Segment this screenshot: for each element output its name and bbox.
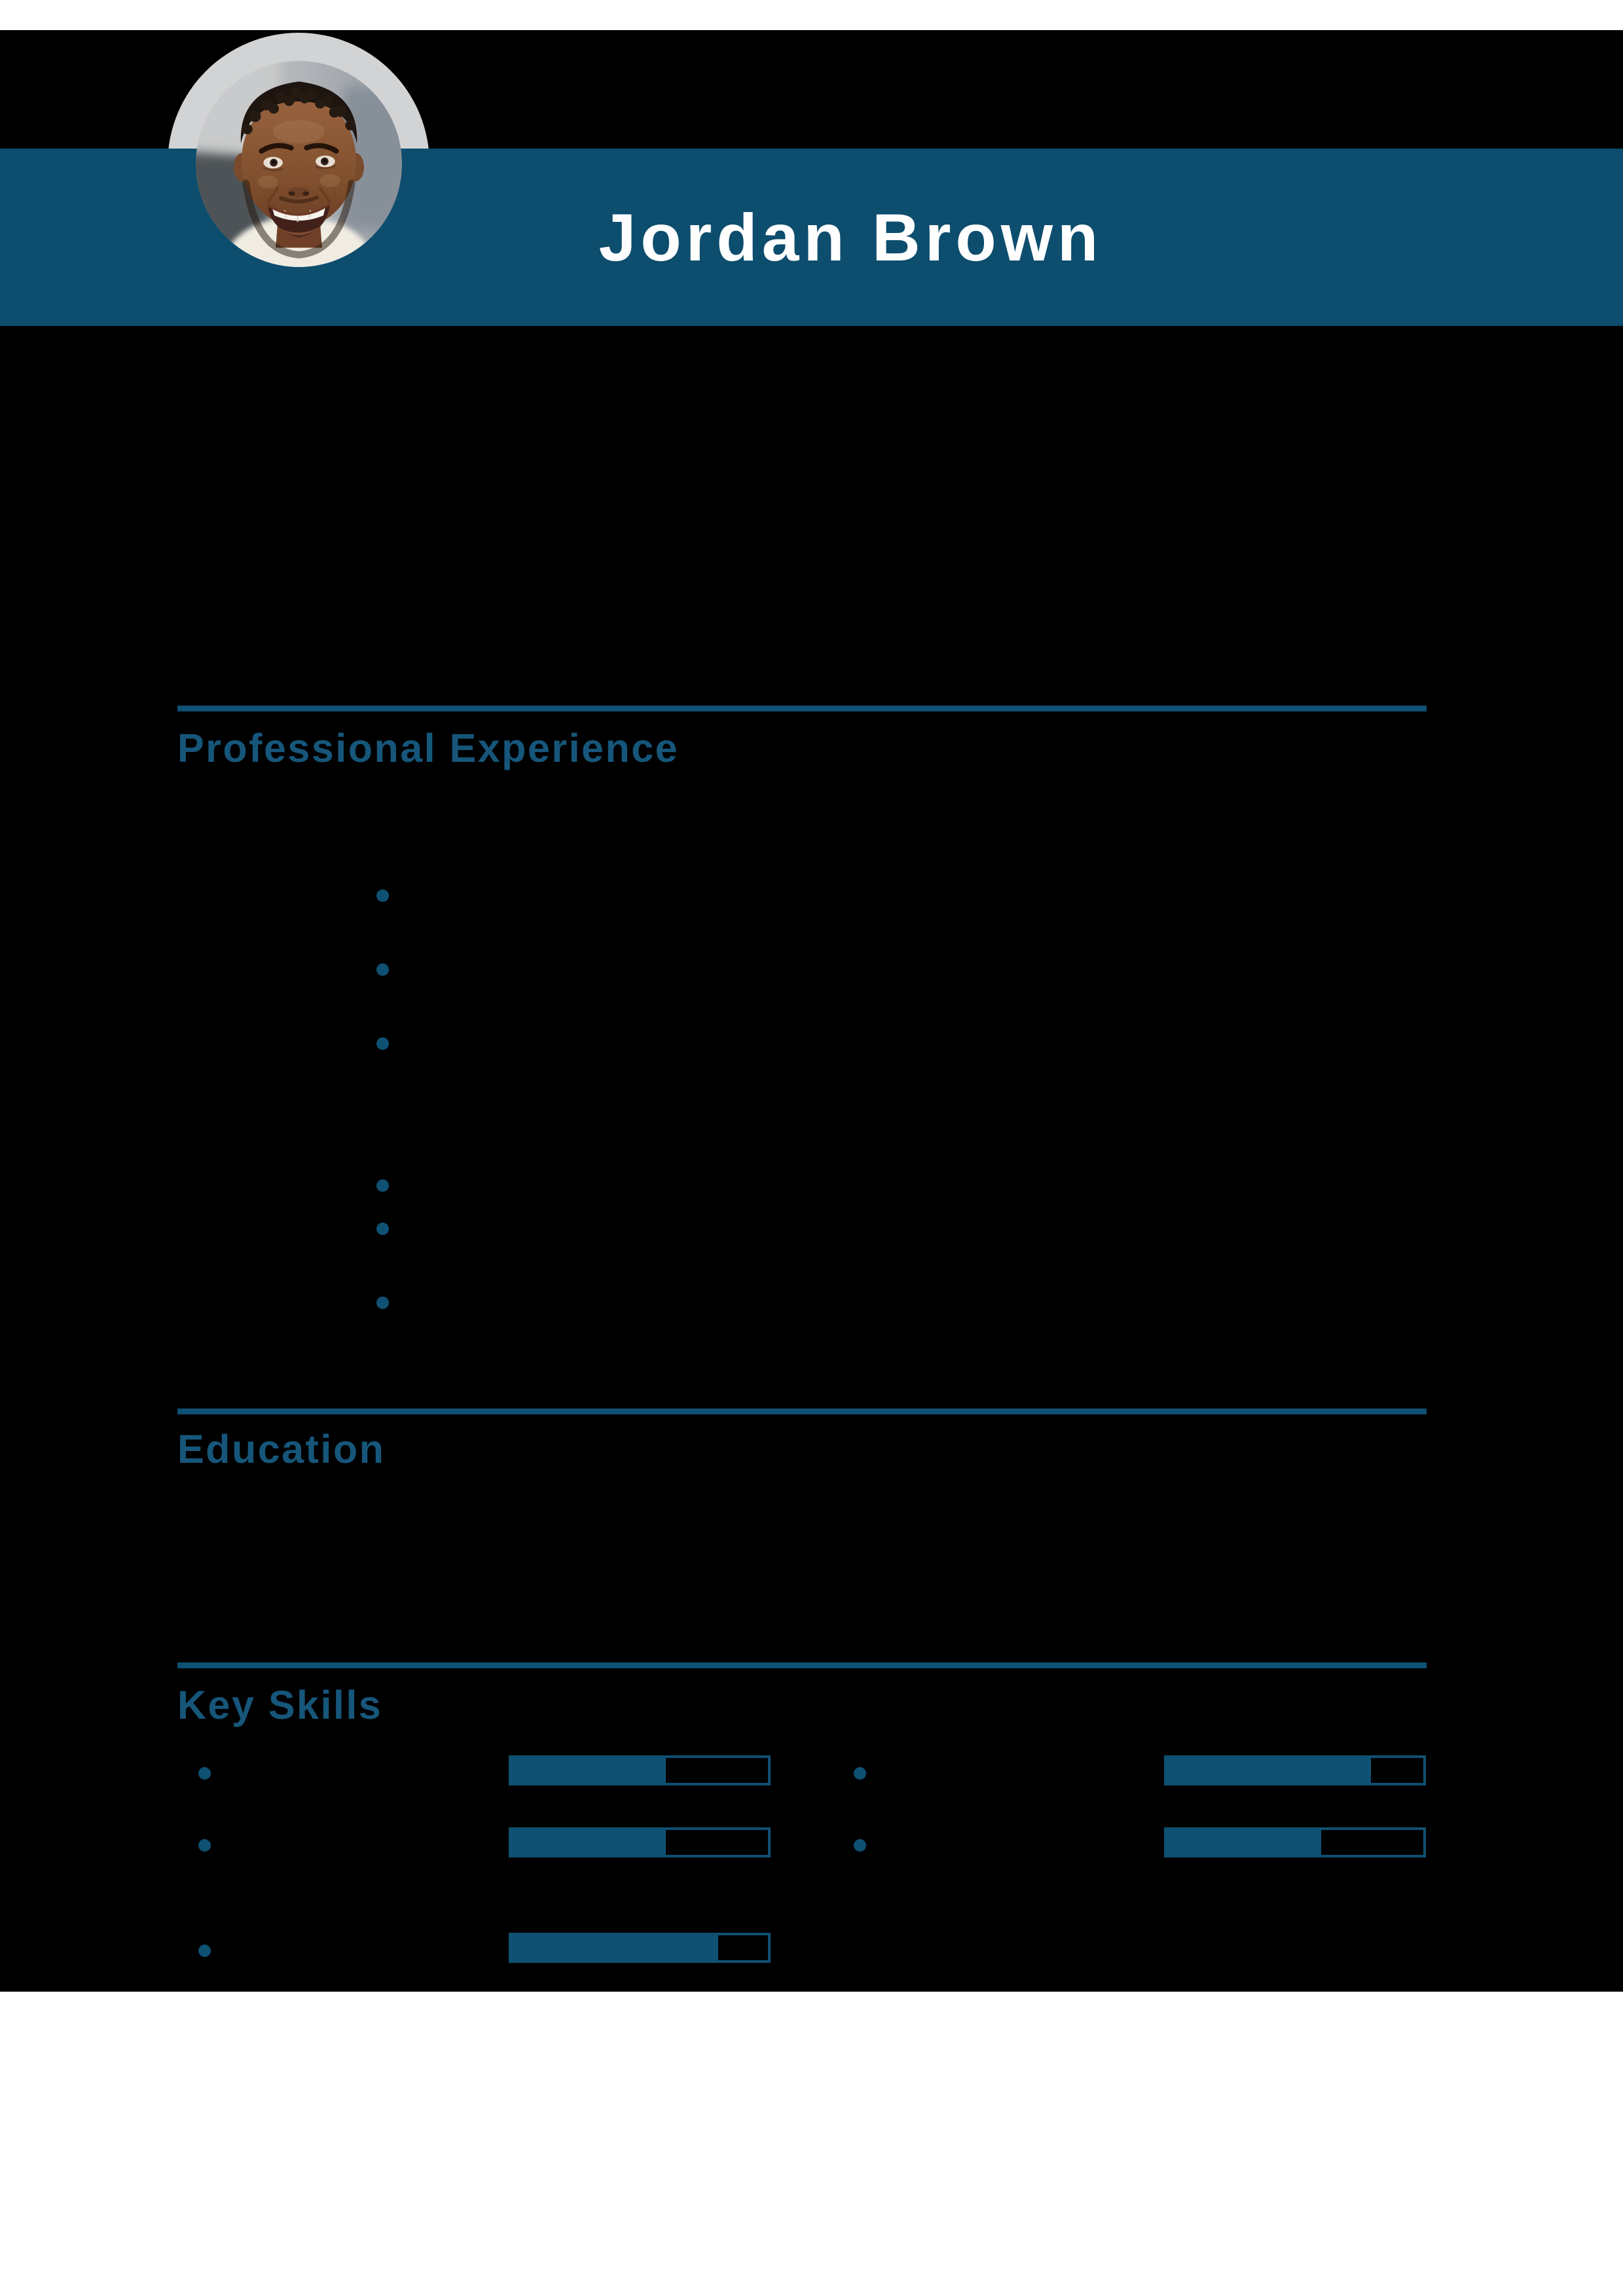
section-heading-skills: Key Skills	[177, 1683, 383, 1727]
skill-bullet	[198, 1839, 211, 1852]
skill-bar-fill	[509, 1827, 666, 1857]
section-rule-skills	[177, 1662, 1427, 1668]
experience-bullet	[376, 889, 389, 902]
skill-bar-fill	[1164, 1827, 1321, 1857]
experience-bullet	[376, 1297, 389, 1309]
skill-bar-fill	[1164, 1755, 1371, 1785]
skill-bar	[509, 1933, 771, 1963]
experience-bullet	[376, 963, 389, 976]
skill-bullet	[198, 1767, 211, 1780]
skill-bar	[509, 1827, 771, 1857]
skill-bar-fill	[509, 1755, 666, 1785]
experience-bullet	[376, 1223, 389, 1235]
skill-bullet	[854, 1839, 866, 1852]
experience-bullet	[376, 1037, 389, 1050]
person-name: Jordan Brown	[598, 200, 1103, 275]
skill-bar-fill	[509, 1933, 718, 1963]
section-heading-education: Education	[177, 1427, 386, 1471]
experience-bullet	[376, 1179, 389, 1192]
skill-bar	[1164, 1827, 1426, 1857]
section-rule-education	[177, 1408, 1427, 1414]
skill-bullet	[198, 1945, 211, 1957]
section-heading-experience: Professional Experience	[177, 726, 680, 770]
skill-bar	[509, 1755, 771, 1785]
skill-bar	[1164, 1755, 1426, 1785]
section-rule-experience	[177, 706, 1427, 711]
skill-bullet	[854, 1767, 866, 1780]
